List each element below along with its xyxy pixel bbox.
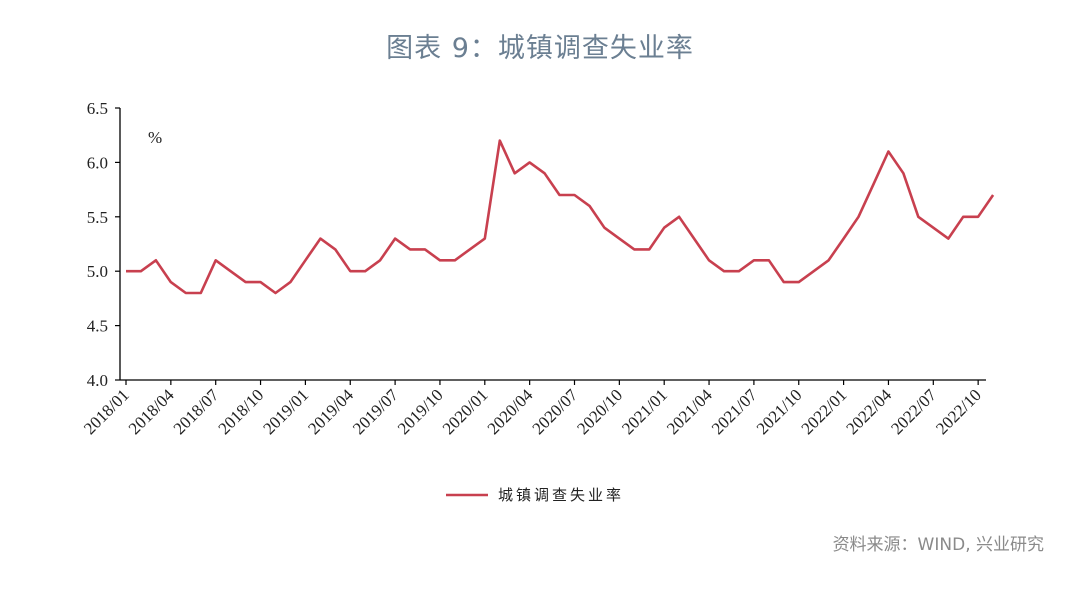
unit-label: % (148, 128, 162, 147)
x-tick-label: 2020/07 (528, 385, 581, 438)
x-tick-label: 2018/07 (170, 385, 223, 438)
y-tick-label: 4.0 (87, 371, 108, 390)
x-tick-label: 2019/04 (304, 385, 357, 438)
x-tick-label: 2018/01 (80, 385, 133, 438)
chart-title: 图表 9：城镇调查失业率 (386, 33, 694, 64)
x-tick-label: 2021/01 (618, 385, 671, 438)
x-tick-labels: 2018/012018/042018/072018/102019/012019/… (80, 385, 985, 438)
x-tick-label: 2018/10 (215, 385, 268, 438)
y-tick-label: 6.0 (87, 153, 108, 172)
x-tick-label: 2020/01 (439, 385, 492, 438)
y-tick-label: 5.0 (87, 262, 108, 281)
x-tick-label: 2020/04 (484, 385, 537, 438)
source-note: 资料来源：WIND, 兴业研究 (832, 535, 1044, 555)
x-tick-label: 2022/10 (932, 385, 985, 438)
x-tick-label: 2022/01 (798, 385, 851, 438)
x-tick-label: 2022/04 (842, 385, 895, 438)
y-tick-label: 6.5 (87, 99, 108, 118)
x-tick-label: 2019/07 (349, 385, 402, 438)
y-tick-labels: 4.0 4.5 5.0 5.5 6.0 6.5 (87, 99, 108, 390)
x-tick-label: 2021/07 (708, 385, 761, 438)
x-tick-label: 2020/10 (573, 385, 626, 438)
y-tick-label: 4.5 (87, 317, 108, 336)
x-tick-label: 2021/04 (663, 385, 716, 438)
x-tick-label: 2019/01 (259, 385, 312, 438)
x-tick-label: 2021/10 (753, 385, 806, 438)
x-tick-label: 2022/07 (887, 385, 940, 438)
axes (115, 107, 986, 385)
x-tick-label: 2019/10 (394, 385, 447, 438)
x-tick-label: 2018/04 (125, 385, 178, 438)
y-tick-label: 5.5 (87, 208, 108, 227)
legend-label: 城镇调查失业率 (498, 486, 624, 504)
series-line (126, 139, 995, 295)
